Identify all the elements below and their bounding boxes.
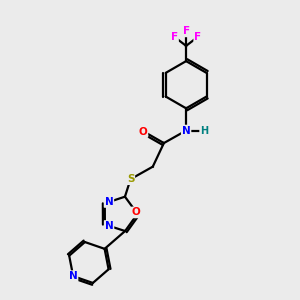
Text: O: O (132, 207, 140, 218)
Text: F: F (182, 26, 190, 36)
Text: S: S (127, 174, 134, 184)
Text: O: O (139, 127, 147, 137)
Text: N: N (182, 126, 190, 136)
Text: N: N (105, 197, 113, 207)
Text: N: N (69, 271, 77, 281)
Text: F: F (171, 32, 178, 42)
Text: F: F (194, 32, 201, 42)
Text: N: N (105, 221, 113, 231)
Text: H: H (200, 126, 208, 136)
